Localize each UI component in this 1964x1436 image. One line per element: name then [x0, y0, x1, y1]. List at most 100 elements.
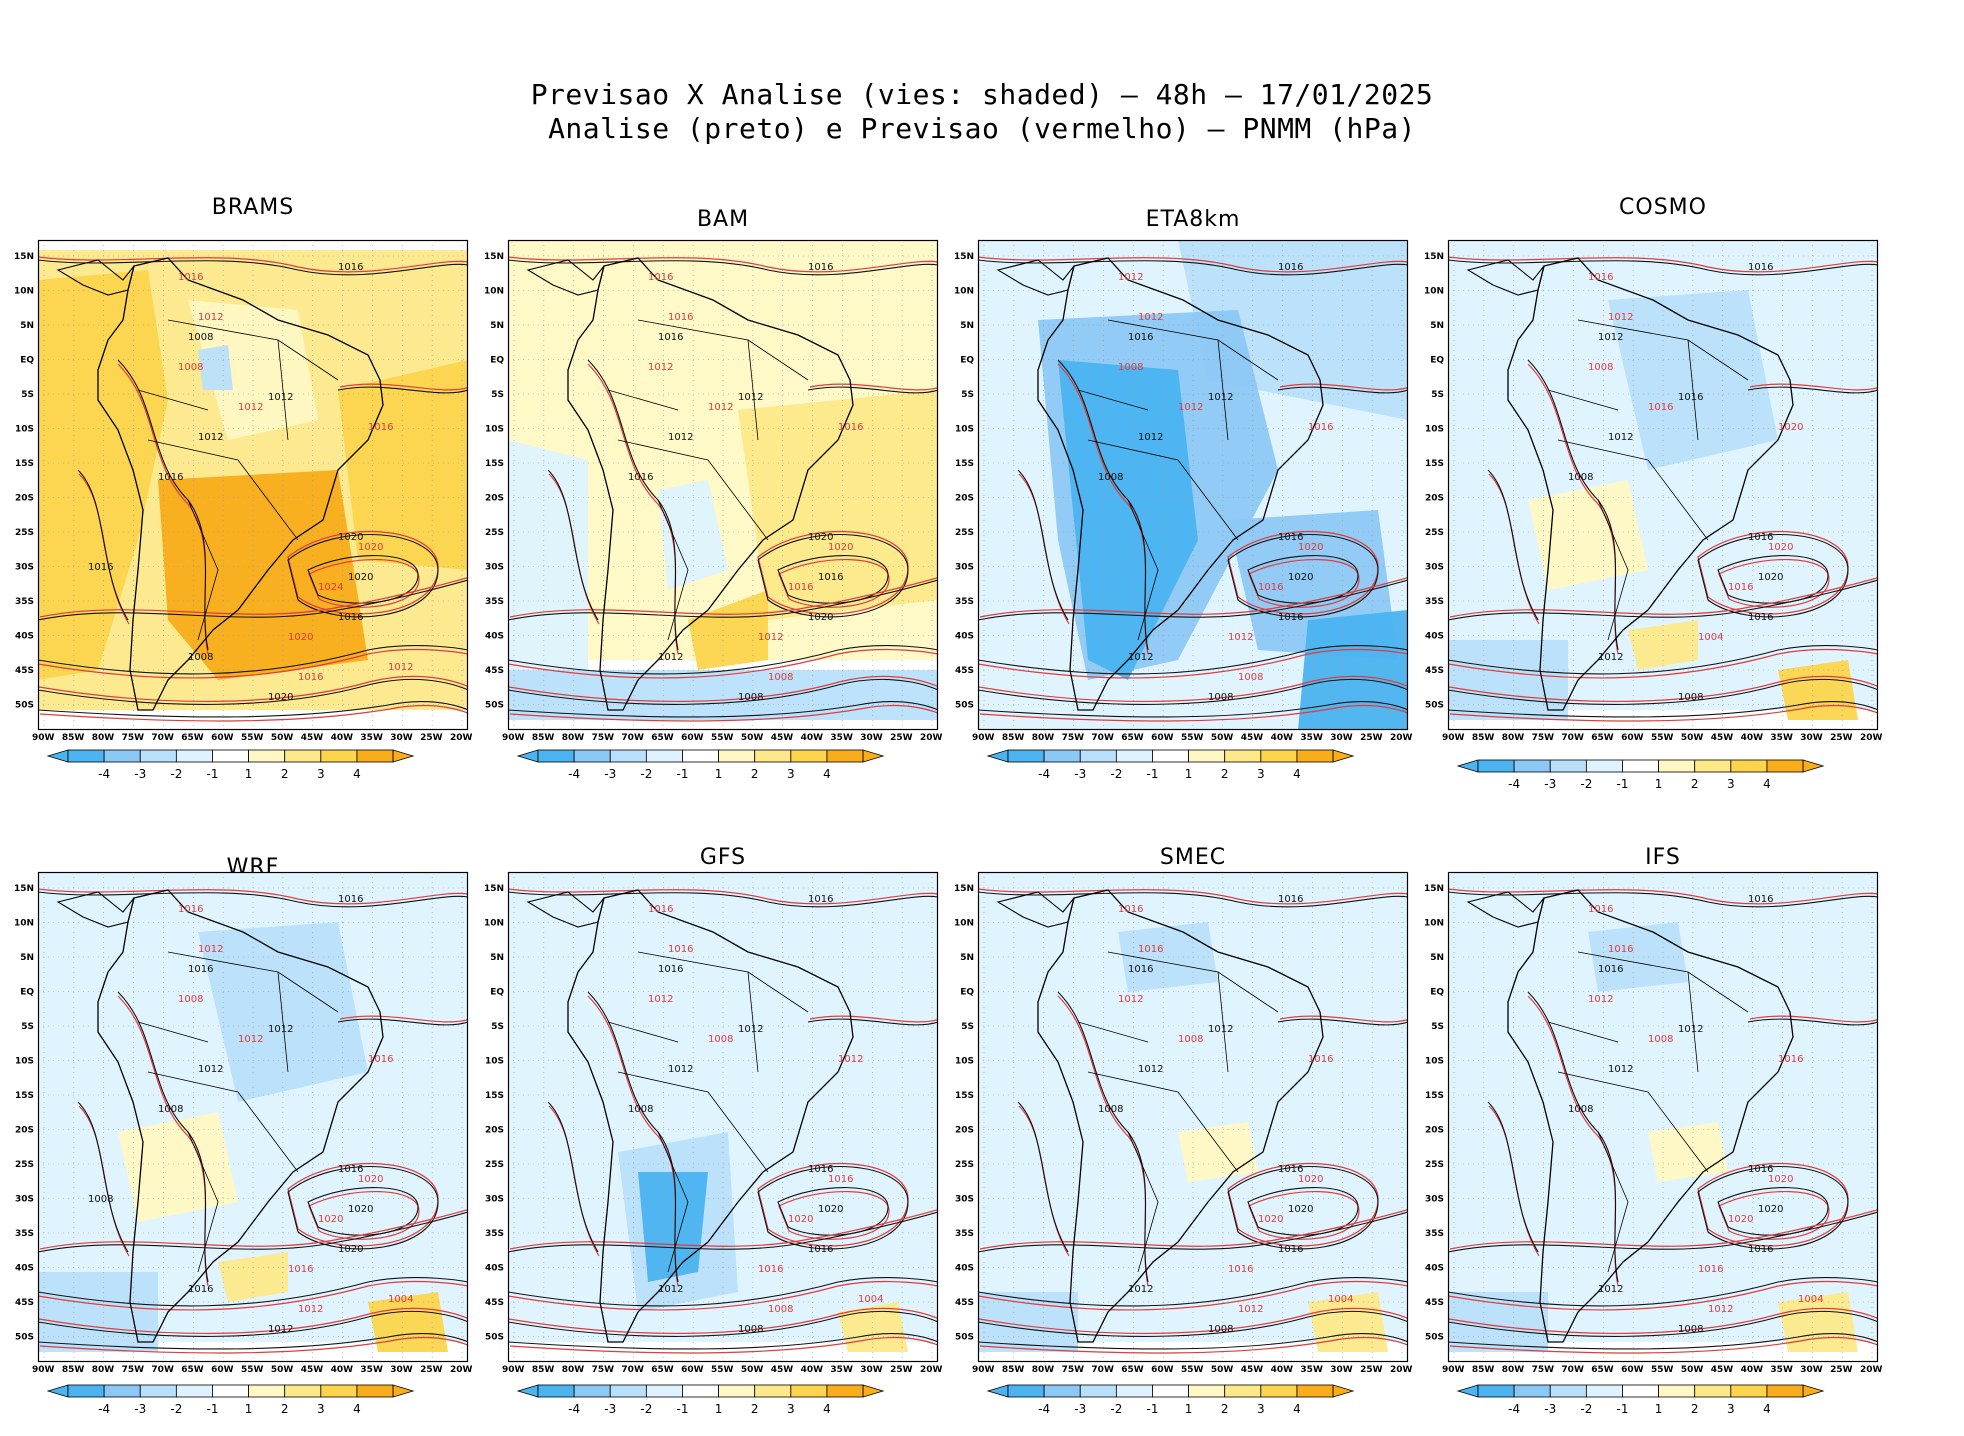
lat-tick-label: 20S — [955, 1126, 974, 1136]
bias-map: 1016101610121012100810161020101610121008… — [954, 239, 1409, 731]
analysis-isobar-label: 1016 — [1278, 612, 1303, 623]
bias-shading — [738, 390, 938, 620]
forecast-isobar-label: 1012 — [758, 632, 783, 643]
lon-tick-label: 25W — [1360, 1365, 1383, 1375]
lon-tick-label: 45W — [1240, 1365, 1264, 1375]
lat-tick-label: 15S — [15, 459, 34, 469]
forecast-isobar-label: 1012 — [1118, 994, 1143, 1005]
forecast-isobar-label: 1012 — [1228, 632, 1253, 643]
colorbar-label: 3 — [787, 767, 795, 781]
analysis-isobar-label: 1016 — [1128, 332, 1153, 343]
forecast-isobar — [38, 1307, 468, 1335]
lon-tick-label: 55W — [1181, 1365, 1204, 1375]
analysis-isobar-label: 1020 — [1758, 572, 1783, 583]
forecast-isobar — [1449, 705, 1878, 722]
lat-tick-label: 45S — [485, 1298, 504, 1308]
analysis-isobar-label: 1008 — [738, 1324, 763, 1335]
analysis-isobar-label: 1016 — [338, 262, 363, 273]
lon-tick-label: 25W — [890, 1365, 913, 1375]
central-america-outline — [1466, 259, 1545, 296]
lat-tick-label: 5S — [961, 1022, 974, 1032]
colorbar-label: -1 — [206, 1402, 218, 1416]
analysis-isobar-label: 1016 — [1748, 612, 1773, 623]
forecast-isobar-label: 1012 — [708, 402, 733, 413]
lon-tick-label: 50W — [740, 733, 764, 743]
central-america-outline — [526, 891, 605, 928]
analysis-isobar-label: 1016 — [818, 572, 843, 583]
analysis-isobar-label: 1020 — [348, 572, 373, 583]
lat-tick-label: 10N — [954, 287, 974, 297]
analysis-isobar — [508, 579, 938, 621]
forecast-isobar — [979, 1208, 1408, 1250]
lat-tick-label: 5N — [960, 321, 974, 331]
lon-tick-label: 65W — [651, 733, 674, 743]
forecast-isobar — [508, 888, 938, 905]
lat-tick-label: EQ — [960, 988, 974, 998]
analysis-isobar-label: 1008 — [1208, 1324, 1233, 1335]
bias-shading — [688, 590, 768, 670]
lat-tick-label: 25S — [15, 1160, 34, 1170]
analysis-isobar-label: 1020 — [338, 532, 363, 543]
forecast-isobar-label: 1016 — [368, 422, 393, 433]
colorbar-label: -4 — [568, 1402, 580, 1416]
bias-map: 1016100810121012101610201020101610081020… — [14, 239, 469, 731]
lon-tick-label: 90W — [1442, 1365, 1465, 1375]
lon-tick-label: 30W — [1330, 1365, 1353, 1375]
analysis-isobar — [1448, 1277, 1878, 1307]
lon-tick-label: 45W — [770, 733, 794, 743]
lat-tick-label: 10S — [485, 425, 504, 435]
forecast-isobar-label: 1016 — [1728, 582, 1753, 593]
lat-tick-label: 15S — [955, 459, 974, 469]
lat-tick-label: EQ — [20, 988, 34, 998]
analysis-isobar — [1527, 991, 1619, 1283]
colorbar-label: -3 — [604, 1402, 616, 1416]
lon-tick-label: 30W — [1800, 733, 1823, 743]
lon-tick-label: 75W — [1061, 733, 1085, 743]
forecast-isobar — [978, 1307, 1408, 1335]
analysis-isobar — [77, 469, 129, 621]
forecast-isobar — [509, 1208, 938, 1250]
analysis-isobar-label: 1020 — [808, 532, 833, 543]
colorbar-label: -4 — [1508, 1402, 1520, 1416]
bias-shading — [508, 440, 588, 710]
lat-tick-label: EQ — [1430, 356, 1444, 366]
forecast-isobar — [979, 1337, 1408, 1354]
lon-tick-label: 45W — [300, 1365, 324, 1375]
lat-tick-label: 10N — [484, 287, 504, 297]
forecast-isobar-label: 1020 — [828, 542, 853, 553]
lat-tick-label: 20S — [955, 494, 974, 504]
lon-tick-label: 60W — [1151, 1365, 1174, 1375]
analysis-isobar — [1277, 386, 1408, 394]
lon-tick-label: 25W — [420, 1365, 443, 1375]
analysis-isobar-label: 1012 — [738, 392, 763, 403]
forecast-isobar-label: 1016 — [1588, 904, 1613, 915]
lat-tick-label: 10S — [955, 425, 974, 435]
bias-shading — [38, 270, 168, 680]
lat-tick-label: 10N — [14, 287, 34, 297]
lon-tick-label: 65W — [1121, 733, 1144, 743]
analysis-isobar — [1448, 1211, 1878, 1253]
lon-tick-label: 50W — [1210, 1365, 1234, 1375]
forecast-isobar-label: 1012 — [238, 1034, 263, 1045]
lon-tick-label: 75W — [1531, 1365, 1555, 1375]
lon-tick-label: 30W — [390, 1365, 413, 1375]
colorbar-label: -2 — [170, 1402, 182, 1416]
colorbar-label: -3 — [1544, 777, 1556, 791]
analysis-isobar — [38, 701, 468, 718]
lat-tick-label: 15N — [1424, 252, 1444, 262]
forecast-isobar-label: 1016 — [648, 904, 673, 915]
analysis-isobar-label: 1016 — [658, 964, 683, 975]
lat-tick-label: 40S — [15, 632, 34, 642]
analysis-isobar-label: 1012 — [1678, 1024, 1703, 1035]
lat-tick-label: 10S — [15, 1057, 34, 1067]
analysis-isobar — [1448, 259, 1878, 276]
analysis-isobar-label: 1020 — [818, 1204, 843, 1215]
lat-tick-label: EQ — [960, 356, 974, 366]
lon-tick-label: 35W — [830, 733, 853, 743]
analysis-isobar — [1448, 1333, 1878, 1350]
analysis-isobar — [1448, 678, 1878, 705]
colorbar-label: -3 — [1074, 1402, 1086, 1416]
bias-shading — [1648, 1122, 1728, 1182]
lon-tick-label: 70W — [1561, 733, 1584, 743]
colorbar-label: -3 — [1544, 1402, 1556, 1416]
